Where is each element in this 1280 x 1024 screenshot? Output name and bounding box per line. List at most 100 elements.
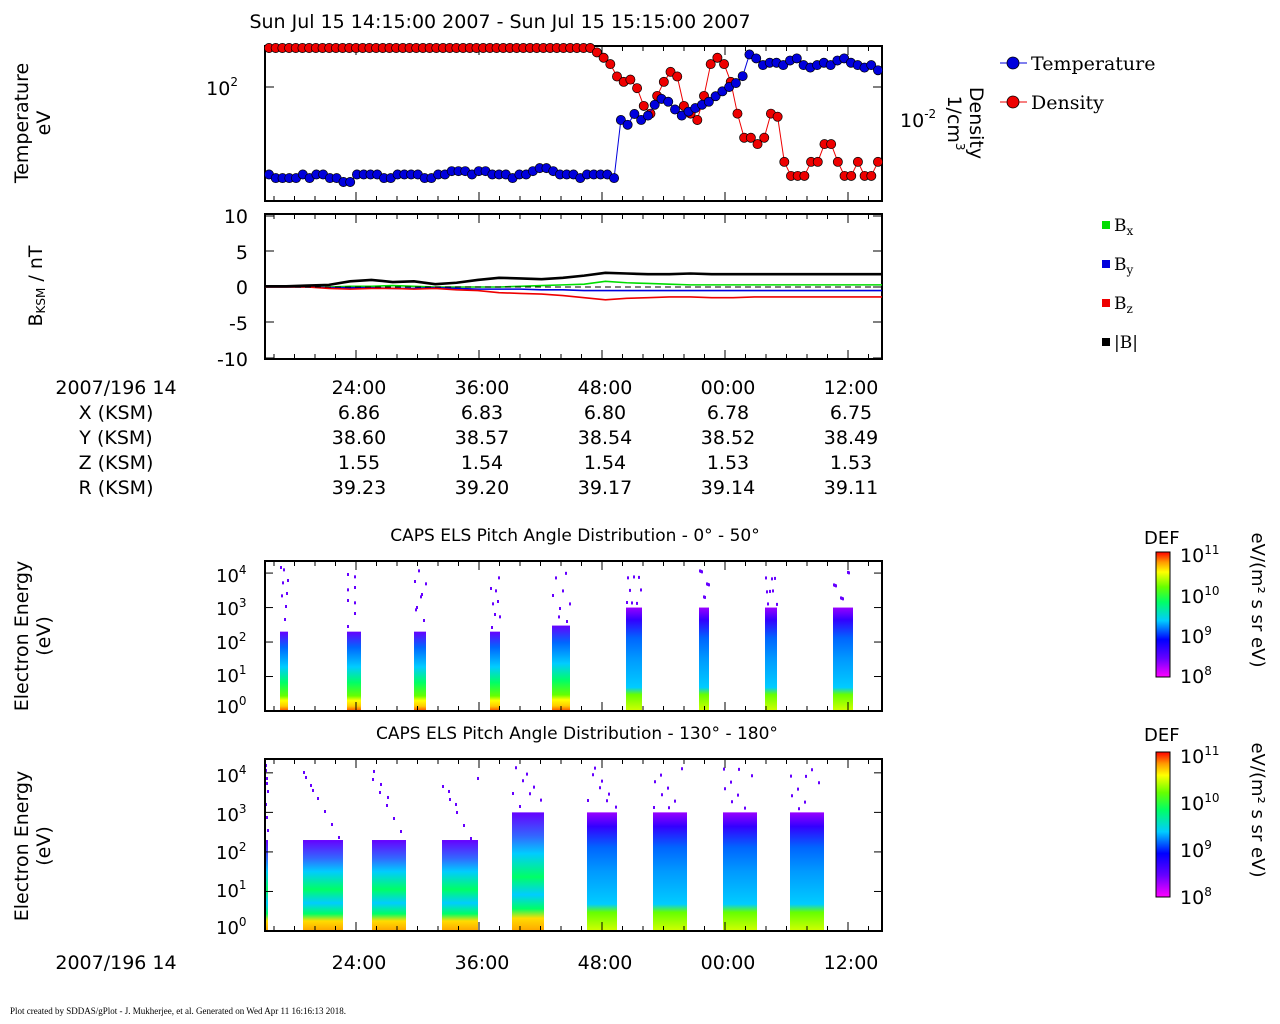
spectrogram-block (723, 812, 757, 930)
density-point (752, 139, 763, 150)
panel4-title: CAPS ELS Pitch Angle Distribution - 130°… (376, 724, 778, 744)
ephemeris-tick: 12:00 (824, 377, 879, 399)
temperature-point (778, 60, 789, 71)
bottom-tick: 24:00 (332, 952, 387, 974)
spectrogram-speck (414, 580, 416, 583)
spectrogram-speck (497, 600, 499, 603)
legend-temperature-marker (1006, 56, 1020, 70)
spectrogram-speck (724, 787, 726, 791)
spectrogram-speck (448, 789, 450, 793)
spectrogram-speck (594, 766, 596, 770)
density-point (612, 71, 622, 82)
density-point (672, 71, 683, 82)
panel3-ytick: 101 (216, 663, 247, 687)
panel-magnetic-field: 10 5 0 -5 -10 BKSM / nT Bx By Bz |B| (25, 206, 1138, 371)
panel4-ytick-labels: 104 103 102 101 100 (216, 763, 247, 939)
spectrogram-speck (842, 597, 844, 601)
panel2-ytick: -10 (217, 349, 248, 371)
density-point (732, 108, 743, 119)
spectrogram-speck (282, 581, 284, 585)
spectrogram-speck (811, 768, 813, 772)
spectrogram-speck (805, 774, 807, 778)
temperature-point (866, 60, 877, 71)
panel3-colorbar-gradient (1155, 551, 1171, 678)
spectrogram-speck (627, 576, 629, 580)
temperature-point (730, 78, 741, 89)
panel4-colorbar-title: DEF (1144, 725, 1180, 746)
spectrogram-speck (372, 778, 374, 781)
ephemeris-value: 38.54 (578, 427, 632, 449)
spectrogram-speck (491, 626, 493, 629)
spectrogram-speck (790, 774, 792, 778)
spectrogram-speck (798, 807, 800, 811)
spectrogram-speck (400, 830, 402, 833)
density-point (852, 156, 863, 167)
legend-bx-label: Bx (1114, 216, 1134, 238)
spectrogram-speck (420, 595, 422, 599)
ephemeris-row-r: R (KSM) 39.23 39.20 39.17 39.14 39.11 (79, 477, 879, 499)
spectrogram-speck (751, 774, 753, 778)
bottom-tick: 48:00 (578, 952, 633, 974)
panel3-spectrogram (280, 566, 853, 710)
spectrogram-speck (668, 806, 670, 810)
ephemeris-tick: 48:00 (578, 377, 633, 399)
spectrogram-speck (423, 619, 425, 622)
panel1-y2label-line1: Density (965, 87, 987, 159)
spectrogram-speck (463, 824, 465, 827)
panel2-legend: Bx By Bz |B| (1102, 216, 1138, 353)
ephemeris-value: 6.80 (584, 402, 626, 424)
series-line-bx (265, 280, 882, 288)
temperature-point (615, 114, 626, 125)
spectrogram-block (303, 840, 343, 930)
panel3-ytick-labels: 104 103 102 101 100 (216, 563, 247, 718)
spectrogram-speck (566, 620, 568, 623)
spectrogram-speck (601, 779, 603, 783)
spectrogram-speck (723, 767, 725, 771)
spectrogram-speck (791, 794, 793, 798)
spectrogram-block (626, 607, 642, 710)
temperature-point (649, 99, 660, 110)
spectrogram-speck (283, 568, 285, 572)
spectrogram-speck (771, 577, 773, 581)
panel-caps-els-130-180: CAPS ELS Pitch Angle Distribution - 130°… (11, 724, 1268, 939)
spectrogram-speck (599, 786, 601, 790)
ephemeris-tick: 24:00 (332, 377, 387, 399)
density-point (826, 139, 837, 150)
spectrogram-speck (416, 606, 418, 609)
ephemeris-row-x: X (KSM) 6.86 6.83 6.80 6.78 6.75 (79, 402, 873, 424)
spectrogram-speck (303, 771, 305, 774)
spectrogram-block (490, 631, 500, 710)
panel4-ytick: 102 (216, 840, 247, 864)
density-point (712, 52, 723, 63)
spectrogram-speck (449, 798, 451, 801)
density-point (638, 100, 649, 111)
panel4-ytick: 101 (216, 878, 247, 902)
spectrogram-speck (470, 837, 472, 840)
panel4-ticks (265, 759, 882, 932)
spectrogram-speck (380, 782, 382, 786)
ephemeris-value: 1.55 (338, 452, 380, 474)
spectrogram-speck (266, 816, 268, 819)
ephemeris-row-label: R (KSM) (79, 477, 154, 499)
spectrogram-block (587, 812, 617, 930)
spectrogram-speck (347, 573, 349, 576)
panel3-ytick: 104 (216, 563, 247, 587)
spectrogram-speck (280, 566, 282, 569)
ephemeris-row-label: Y (KSM) (78, 427, 152, 449)
temperature-point (703, 96, 714, 107)
spectrogram-speck (266, 781, 268, 785)
ephemeris-value: 6.78 (707, 402, 749, 424)
panel4-colorbar-tick: 1010 (1180, 791, 1219, 815)
bottom-time-axis: 2007/196 14 24:00 36:00 48:00 00:00 12:0… (55, 952, 878, 974)
panel1-ylabel-line1: Temperature (11, 63, 33, 184)
ephemeris-table: 2007/196 14 24:00 36:00 48:00 00:00 12:0… (55, 377, 878, 499)
spectrogram-speck (490, 587, 492, 590)
panel3-ylabel-line2: (eV) (33, 616, 55, 656)
spectrogram-speck (559, 607, 561, 610)
density-point (832, 156, 843, 167)
temperature-point (642, 110, 653, 121)
spectrogram-speck (552, 594, 554, 597)
spectrogram-speck (522, 779, 524, 783)
spectrogram-speck (312, 788, 314, 792)
panel4-ytick: 104 (216, 763, 247, 787)
